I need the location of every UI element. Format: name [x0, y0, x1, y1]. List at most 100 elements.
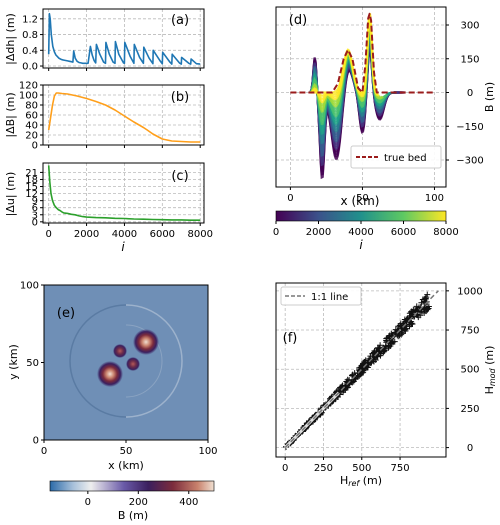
x-tick-label: 0 [282, 463, 288, 474]
panel-d-series [290, 12, 435, 94]
bed-bump-small-1 [113, 344, 127, 358]
panel-a-frame [42, 8, 205, 69]
panel-d-legend: true bed [350, 145, 442, 169]
colorbar-tick-label: 400 [179, 497, 198, 508]
x-tick-label: 0 [45, 229, 51, 240]
legend-box [350, 145, 442, 169]
y-tick-label: 0 [32, 217, 38, 228]
panel-d: 0 50 100 −300 −150 0 150 300 (d) B (m) x (km) t… [273, 6, 496, 252]
panel-a-label: (a) [171, 13, 189, 28]
panel-e-colorbar-label: B (m) [118, 509, 148, 522]
scatter-point [404, 316, 411, 323]
y-tick-label: 6 [32, 203, 38, 214]
panel-c-frame [42, 162, 205, 224]
y-tick-label: −300 [456, 156, 483, 167]
x-tick-label: 100 [425, 193, 444, 204]
scatter-point [381, 347, 388, 354]
y-tick-label: 3 [32, 210, 38, 221]
panel-a: 0.0 0.4 0.8 1.2 (a) |Δdh| (m) [4, 8, 205, 73]
scatter-point [391, 332, 398, 339]
bed-bump-small-2 [126, 357, 140, 371]
panel-f-xlabel: Href (m) [340, 474, 382, 488]
x-tick-label: 8000 [187, 229, 212, 240]
panel-d-ticks: 0 50 100 −300 −150 0 150 300 [287, 21, 484, 205]
scatter-point [425, 305, 432, 312]
y-tick-label: 40 [25, 121, 38, 132]
scatter-point [367, 360, 374, 367]
colorbar-tick-label: 2000 [306, 227, 331, 238]
colorbar-tick-label: 200 [129, 497, 148, 508]
panel-b-ylabel: |ΔB| (m) [4, 92, 17, 137]
legend-oneone-label: 1:1 line [311, 292, 348, 303]
map-ring-left [69, 304, 127, 418]
du-series-line [47, 165, 201, 221]
x-tick-label: 6000 [150, 229, 175, 240]
panel-c-ylabel: |Δu| (m) [4, 172, 17, 217]
y-tick-label: 15 [25, 182, 38, 193]
y-tick-label: 20 [25, 131, 38, 142]
y-tick-label: 9 [32, 196, 38, 207]
panel-d-ylabel: B (m) [483, 82, 496, 112]
y-tick-label: 1000 [457, 286, 482, 297]
panel-e-ticks: 0 50 100 0 50 100 [20, 281, 218, 458]
y-tick-label: 21 [25, 168, 38, 179]
x-tick-label: 50 [356, 193, 369, 204]
y-tick-label: 100 [20, 281, 39, 292]
scatter-point [356, 372, 363, 379]
scatter-point [406, 310, 413, 317]
scatter-point [360, 360, 367, 367]
panel-a-grid [43, 9, 204, 68]
x-tick-label: 50 [120, 446, 133, 457]
panel-a-ticks: 0.0 0.4 0.8 1.2 [22, 14, 201, 73]
scatter-point [402, 328, 409, 335]
panel-d-colorbar-label: i [359, 238, 363, 252]
y-tick-label: 0 [467, 443, 473, 454]
scatter-point [409, 308, 416, 315]
y-tick-label: 60 [25, 111, 38, 122]
y-tick-label: 0 [467, 88, 473, 99]
panel-e-label: (e) [57, 306, 75, 321]
panel-d-colorbar [275, 210, 447, 222]
y-tick-label: 0.4 [22, 46, 38, 57]
colorbar-tick-label: 0 [273, 227, 279, 238]
panel-c-grid [43, 163, 204, 223]
panel-d-ensemble [309, 12, 406, 180]
panel-a-series [47, 12, 201, 65]
panel-e: 0 50 100 0 50 100 (e) y (km) x (km) 0 200 400 B… [7, 281, 218, 523]
panel-c-xlabel: i [121, 240, 125, 254]
scatter-point [356, 364, 363, 371]
panel-f-legend: 1:1 line [280, 286, 362, 306]
scatter-point [410, 313, 417, 320]
panel-f-ylabel: Hmod (m) [483, 346, 497, 395]
x-tick-label: 0 [41, 446, 47, 457]
scatter-point [344, 384, 351, 391]
panel-e-ylabel: y (km) [7, 344, 20, 380]
panel-e-xlabel: x (km) [108, 459, 144, 472]
panel-d-xlabel: x (km) [341, 194, 380, 208]
panel-d-colorbar-ticks: 0 2000 4000 6000 8000 [273, 221, 459, 238]
one-to-one-line [284, 290, 439, 449]
panel-e-colorbar-ticks: 0 200 400 [85, 491, 198, 508]
scatter-point [367, 353, 374, 360]
panel-f-series [282, 290, 439, 450]
y-tick-label: 120 [19, 81, 38, 92]
scatter-point [421, 296, 428, 303]
bed-bump-large-1 [97, 361, 123, 387]
dB-series-line [47, 92, 201, 143]
panel-a-ylabel: |Δdh| (m) [4, 13, 17, 65]
panel-b-label: (b) [171, 90, 189, 105]
panel-c-label: (c) [171, 169, 188, 184]
x-tick-label: 2000 [74, 229, 99, 240]
y-tick-label: 150 [460, 54, 479, 65]
panel-f: 0 250 500 750 0 250 500 750 1000 (f) 1:1 line Hm… [275, 282, 497, 488]
scatter-point [375, 344, 382, 351]
panel-c-series [47, 165, 201, 221]
y-tick-label: 250 [460, 404, 479, 415]
x-tick-label: 0 [287, 193, 293, 204]
x-tick-label: 100 [198, 446, 217, 457]
y-tick-label: 80 [25, 101, 38, 112]
scatter-point [386, 343, 393, 350]
